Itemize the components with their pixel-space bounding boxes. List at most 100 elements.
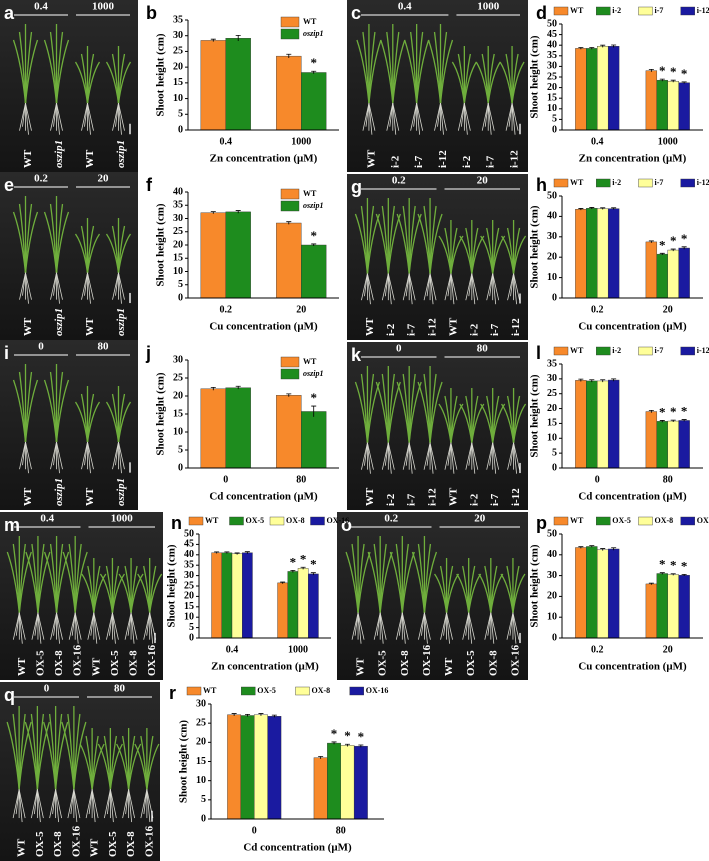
treatment-label: 0	[44, 683, 50, 695]
root	[354, 612, 359, 636]
bar	[656, 421, 668, 469]
root	[487, 103, 492, 135]
root	[106, 789, 111, 815]
bar	[313, 757, 328, 820]
treatment-label: 20	[474, 513, 486, 525]
bar	[276, 222, 302, 299]
root	[143, 789, 148, 815]
legend-swatch	[280, 16, 300, 28]
legend-label: OX-16	[697, 516, 709, 525]
leaf	[24, 379, 39, 443]
root	[128, 789, 133, 823]
bar	[645, 241, 658, 299]
root	[429, 273, 434, 305]
root	[364, 273, 368, 297]
error-bar	[271, 714, 277, 718]
legend-label: OX-8	[312, 686, 331, 695]
root	[87, 612, 95, 640]
genotype-label: OX-16	[70, 825, 82, 857]
error-bar	[659, 572, 665, 575]
error-bar	[358, 744, 364, 748]
y-tick-label: 35	[184, 559, 194, 570]
error-bar	[600, 44, 606, 48]
significance-mark: *	[670, 558, 677, 573]
legend-swatch	[241, 686, 256, 696]
leaf	[379, 551, 393, 613]
root	[130, 612, 138, 640]
significance-mark: *	[310, 228, 317, 243]
root	[87, 272, 94, 300]
bar	[254, 714, 268, 820]
y-axis-label: Shoot height (cm)	[178, 720, 190, 803]
root	[118, 272, 122, 304]
root	[434, 103, 441, 131]
root	[418, 612, 425, 640]
genotype-label: WT	[447, 487, 459, 506]
x-tick-label: 20	[296, 304, 306, 315]
root	[146, 789, 151, 823]
root	[15, 612, 20, 636]
bar	[678, 420, 690, 469]
bar	[353, 745, 368, 820]
x-tick-label: 1000	[291, 136, 311, 147]
genotype-label: i-7	[406, 493, 418, 506]
genotype-label: OX-16	[72, 644, 84, 676]
root	[392, 103, 397, 135]
root	[112, 272, 119, 300]
root	[25, 272, 29, 304]
genotype-label: WT	[89, 838, 101, 857]
genotype-label: i-12	[510, 488, 522, 506]
y-tick-label: 10	[547, 103, 557, 114]
significance-mark: *	[331, 726, 338, 741]
root	[511, 103, 516, 135]
root	[429, 442, 434, 474]
treatment-label: 1000	[92, 1, 115, 13]
root	[484, 612, 492, 640]
genotype-label: i-2	[385, 323, 397, 336]
x-tick-label: 0.2	[220, 304, 233, 315]
bar	[597, 46, 609, 131]
root	[53, 272, 57, 296]
root	[56, 272, 60, 304]
y-tick-label: 50	[547, 18, 557, 29]
root	[85, 789, 93, 819]
error-bar	[245, 713, 251, 717]
root	[67, 789, 75, 819]
treatment-label: 20	[477, 175, 489, 187]
root	[486, 273, 494, 301]
leaf	[392, 39, 406, 104]
root	[447, 273, 452, 297]
root	[408, 273, 413, 305]
y-tick-label: 10	[196, 775, 206, 786]
bar	[656, 573, 668, 639]
genotype-label: OX-5	[377, 650, 389, 676]
bar	[242, 552, 253, 639]
error-bar	[681, 246, 687, 250]
y-tick-label: 45	[547, 29, 557, 40]
root	[398, 612, 403, 636]
y-tick-label: 35	[547, 50, 557, 61]
legend-label: i-2	[612, 6, 621, 15]
root	[364, 442, 368, 466]
root	[513, 442, 517, 474]
genotype-label: OX-5	[109, 650, 121, 676]
y-tick-label: 40	[173, 186, 183, 197]
y-tick-label: 30	[547, 231, 557, 242]
genotype-label: OX-16	[143, 825, 155, 857]
genotype-label: OX-16	[509, 644, 521, 676]
root	[486, 442, 494, 470]
leaf	[86, 61, 101, 104]
bar	[301, 411, 327, 469]
y-tick-label: 20	[173, 390, 183, 401]
bar	[276, 55, 302, 131]
root	[387, 273, 395, 301]
root	[410, 103, 418, 131]
error-bar	[670, 79, 676, 83]
legend-swatch	[638, 178, 653, 188]
error-bar	[681, 573, 687, 577]
legend-label: OX-5	[257, 686, 276, 695]
y-tick-label: 0	[552, 124, 557, 135]
root	[37, 612, 42, 644]
bar	[586, 48, 598, 131]
leaf	[117, 233, 132, 273]
